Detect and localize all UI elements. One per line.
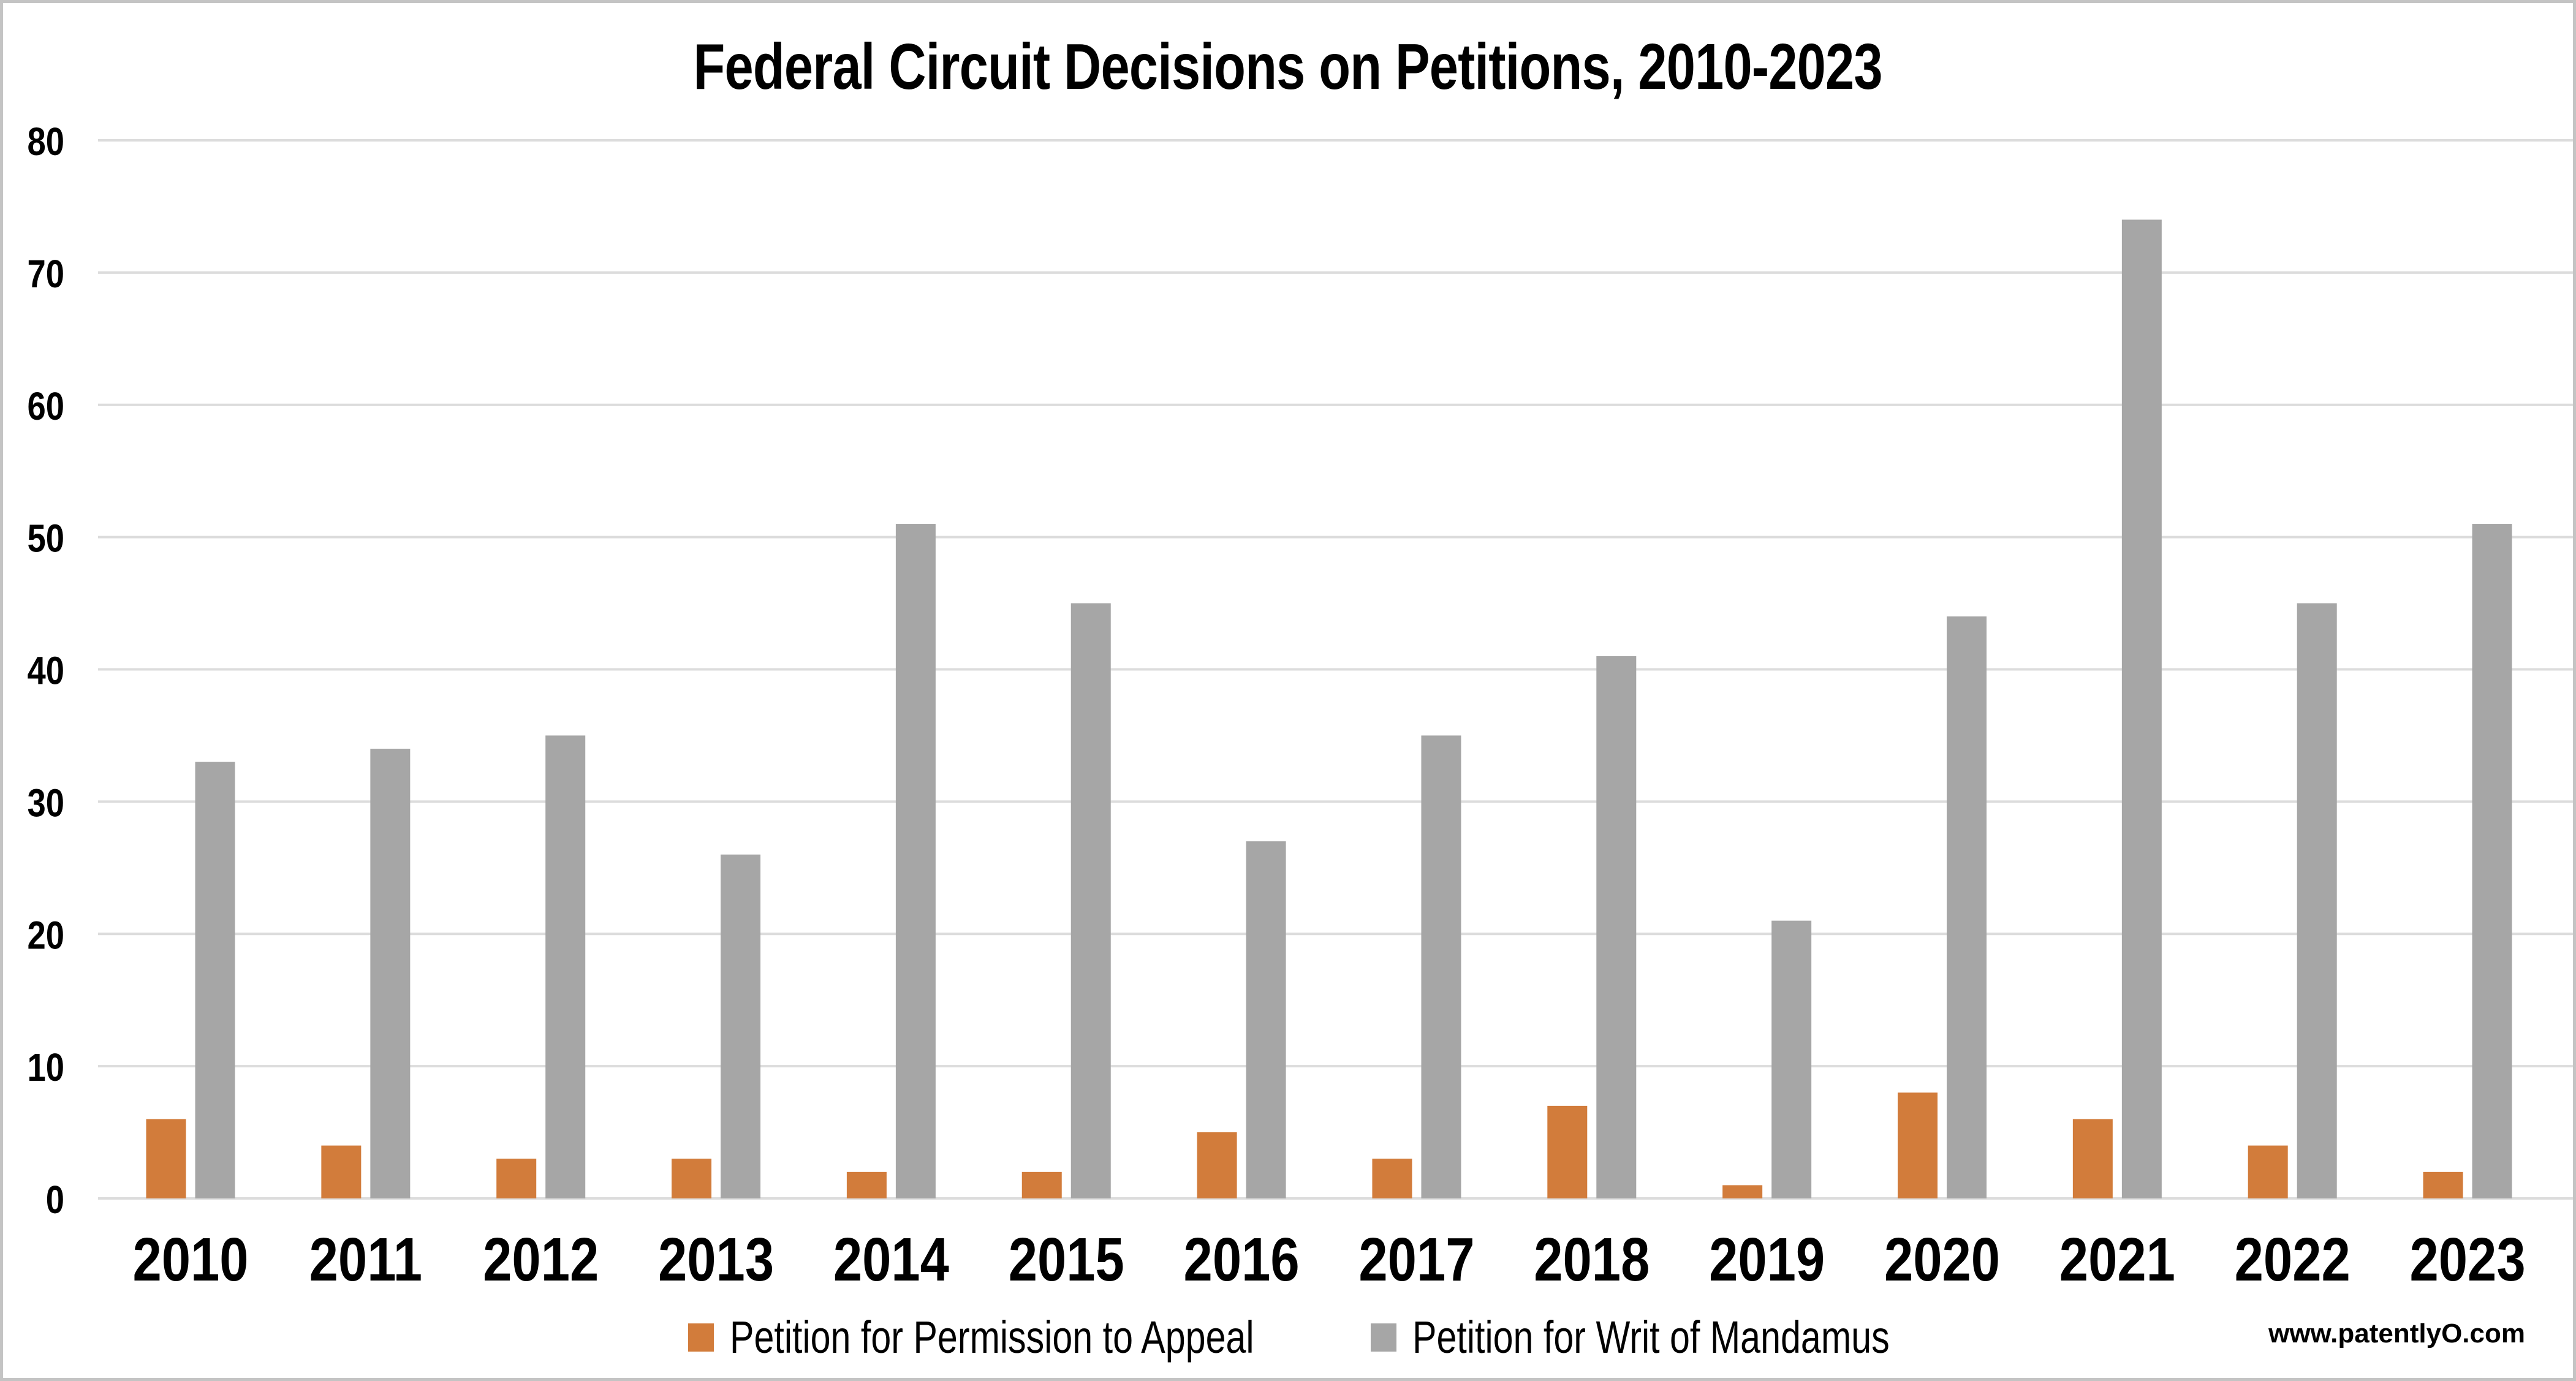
bar-writ-of-mandamus-2016 [1246, 841, 1286, 1198]
y-axis-tick-70: 70 [28, 252, 64, 296]
y-axis-tick-20: 20 [28, 913, 64, 957]
legend-item-permission-to-appeal: Petition for Permission to Appeal [688, 1311, 1385, 1364]
bar-writ-of-mandamus-2010 [195, 762, 235, 1198]
chart-title-text: Federal Circuit Decisions on Petitions, … [693, 31, 1883, 103]
bar-writ-of-mandamus-2011 [370, 749, 411, 1198]
bar-permission-to-appeal-2018 [1547, 1105, 1588, 1198]
watermark: www.patentlyO.com [2268, 1319, 2525, 1349]
bar-writ-of-mandamus-2013 [721, 854, 761, 1198]
y-axis-tick-40: 40 [28, 648, 64, 692]
y-axis-tick-80: 80 [28, 119, 64, 164]
bar-permission-to-appeal-2010 [146, 1119, 186, 1198]
chart-title: Federal Circuit Decisions on Petitions, … [3, 30, 2573, 105]
bar-permission-to-appeal-2019 [1722, 1185, 1763, 1198]
legend-label-permission-to-appeal: Petition for Permission to Appeal [730, 1312, 1254, 1363]
x-axis-tick-2015: 2015 [1009, 1225, 1124, 1293]
bar-permission-to-appeal-2011 [321, 1145, 362, 1198]
bar-permission-to-appeal-2016 [1197, 1132, 1237, 1198]
bar-writ-of-mandamus-2021 [2121, 219, 2162, 1198]
bar-permission-to-appeal-2013 [672, 1159, 712, 1198]
x-axis-tick-2018: 2018 [1534, 1225, 1650, 1293]
bar-writ-of-mandamus-2015 [1070, 603, 1111, 1198]
bar-permission-to-appeal-2015 [1021, 1171, 1062, 1198]
x-axis-tick-2017: 2017 [1358, 1225, 1474, 1293]
bar-writ-of-mandamus-2017 [1421, 735, 1461, 1198]
x-axis-tick-2022: 2022 [2235, 1225, 2351, 1293]
x-axis-tick-2019: 2019 [1709, 1225, 1825, 1293]
bar-permission-to-appeal-2014 [846, 1171, 887, 1198]
bar-writ-of-mandamus-2018 [1596, 656, 1637, 1198]
bar-writ-of-mandamus-2012 [545, 735, 586, 1198]
bar-permission-to-appeal-2017 [1372, 1159, 1412, 1198]
legend-label-writ-of-mandamus: Petition for Writ of Mandamus [1412, 1312, 1890, 1363]
bar-permission-to-appeal-2021 [2072, 1119, 2113, 1198]
x-axis-tick-2023: 2023 [2410, 1225, 2526, 1293]
legend-swatch-orange-icon [688, 1323, 714, 1352]
y-axis-tick-30: 30 [28, 781, 64, 825]
legend-swatch-gray-icon [1371, 1323, 1396, 1352]
x-axis-tick-2012: 2012 [483, 1225, 599, 1293]
x-axis-tick-2020: 2020 [1884, 1225, 2000, 1293]
legend: Petition for Permission to Appeal Petiti… [3, 1311, 2573, 1364]
x-axis-tick-2013: 2013 [658, 1225, 774, 1293]
bar-permission-to-appeal-2020 [1898, 1092, 1938, 1198]
x-axis-tick-2014: 2014 [833, 1225, 949, 1293]
bar-permission-to-appeal-2012 [496, 1159, 537, 1198]
y-axis-tick-50: 50 [28, 516, 64, 560]
x-axis-tick-2011: 2011 [309, 1225, 422, 1293]
y-axis-tick-60: 60 [28, 384, 64, 428]
legend-item-writ-of-mandamus: Petition for Writ of Mandamus [1371, 1311, 2009, 1364]
x-axis-tick-2016: 2016 [1184, 1225, 1300, 1293]
bar-permission-to-appeal-2022 [2248, 1145, 2288, 1198]
y-axis-tick-0: 0 [46, 1178, 64, 1222]
x-axis-tick-2021: 2021 [2059, 1225, 2175, 1293]
y-axis-tick-10: 10 [28, 1045, 64, 1089]
x-axis-tick-2010: 2010 [132, 1225, 248, 1293]
bar-writ-of-mandamus-2019 [1771, 920, 1812, 1198]
bar-writ-of-mandamus-2023 [2472, 524, 2512, 1198]
bar-writ-of-mandamus-2014 [895, 524, 936, 1198]
bar-permission-to-appeal-2023 [2423, 1171, 2463, 1198]
bar-chart-plot: 0 10 20 30 40 50 60 70 80 2010 2011 2012 2013 2014 201… [28, 119, 2573, 1294]
bar-writ-of-mandamus-2022 [2297, 603, 2337, 1198]
bar-writ-of-mandamus-2020 [1947, 616, 1987, 1198]
